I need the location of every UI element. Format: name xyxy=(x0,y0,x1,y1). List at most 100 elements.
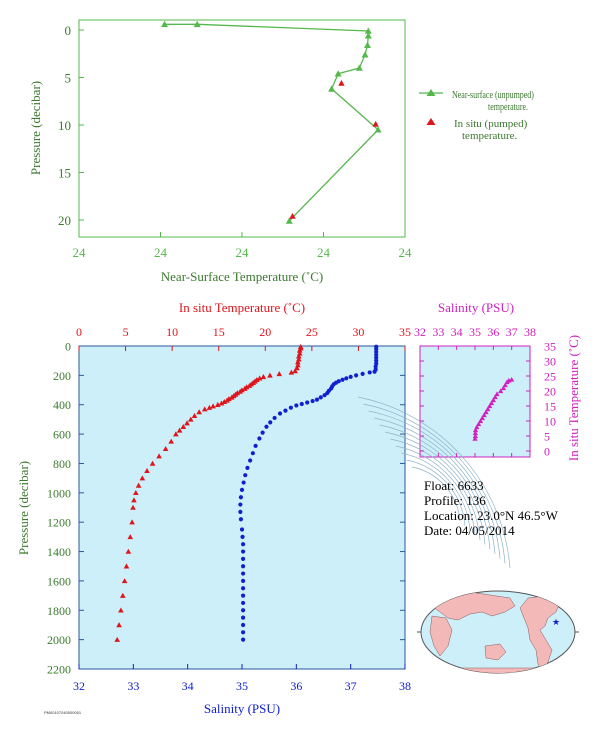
temperature-point xyxy=(130,504,136,510)
temperature-point xyxy=(129,519,135,525)
ts-point xyxy=(474,424,480,430)
ts-y-tick-label: 5 xyxy=(544,430,550,444)
ts-point xyxy=(479,415,485,421)
density-contour xyxy=(357,396,511,569)
density-contour xyxy=(390,438,481,540)
ts-y-tick-label: 35 xyxy=(544,340,556,354)
salinity-point xyxy=(250,451,255,456)
salinity-point xyxy=(240,542,246,547)
unpumped-point xyxy=(374,126,382,133)
unpumped-point xyxy=(364,27,372,34)
temperature-point xyxy=(173,431,179,437)
salinity-point xyxy=(268,420,273,425)
float-location-star: ★ xyxy=(552,618,560,628)
temperature-tick-label: 15 xyxy=(213,325,225,339)
unpumped-point xyxy=(193,20,201,28)
ts-point xyxy=(498,388,504,394)
legend-pumped-marker xyxy=(426,118,436,125)
pressure-tick-label: 800 xyxy=(53,457,71,471)
salinity-point xyxy=(264,424,269,429)
temperature-point xyxy=(187,416,194,422)
x-tick-label: 24 xyxy=(154,245,168,260)
ts-point xyxy=(502,382,508,388)
temperature-point xyxy=(218,400,225,406)
map-africa xyxy=(429,615,453,657)
x-tick-label: 24 xyxy=(317,245,331,260)
ts-point xyxy=(472,436,478,441)
ts-point xyxy=(477,418,484,424)
temperature-point xyxy=(139,475,146,481)
unpumped-point xyxy=(364,32,372,39)
temperature-point xyxy=(267,372,273,378)
float-number: Float: 6633 xyxy=(424,478,484,493)
temperature-point xyxy=(118,607,124,613)
ts-density-contours xyxy=(357,396,511,569)
temperature-tick-label: 20 xyxy=(259,325,271,339)
salinity-point xyxy=(272,415,277,421)
salinity-point xyxy=(310,398,315,404)
temperature-point xyxy=(276,371,283,377)
temperature-point xyxy=(180,423,187,429)
salinity-point xyxy=(240,586,246,591)
near-surface-x-label: Near-Surface Temperature (˚C) xyxy=(161,269,323,284)
salinity-tick-label: 35 xyxy=(236,679,248,693)
density-contour xyxy=(395,445,476,536)
salinity-point xyxy=(294,403,299,408)
legend-unpumped-line-2: temperature. xyxy=(488,101,528,113)
ts-point xyxy=(485,406,491,412)
ts-point xyxy=(472,433,478,439)
salinity-point xyxy=(240,578,246,584)
temperature-point xyxy=(295,359,301,365)
ts-marks xyxy=(472,377,515,441)
near-surface-axes: 0 5 10 15 20 24 24 24 24 24 xyxy=(58,23,412,260)
temperature-point xyxy=(133,490,139,496)
salinity-point xyxy=(240,630,246,635)
legend-pumped-line-2: temperature. xyxy=(462,130,518,142)
salinity-point xyxy=(239,487,245,492)
y-tick-label: 20 xyxy=(58,213,71,228)
salinity-point xyxy=(283,408,288,413)
salinity-tick-label: 33 xyxy=(127,679,139,693)
salinity-point xyxy=(240,571,246,576)
salinity-point xyxy=(374,355,379,360)
map-antarctica xyxy=(439,667,561,673)
legend-unpumped-line-1: Near-surface (unpumped) xyxy=(452,89,534,101)
temperature-tick-label: 0 xyxy=(76,325,82,339)
temperature-point xyxy=(296,347,303,353)
unpumped-point xyxy=(328,85,336,92)
ts-point xyxy=(472,427,479,433)
salinity-point xyxy=(240,534,245,539)
legend-pumped-line-1: In situ (pumped) xyxy=(454,118,528,130)
temperature-point xyxy=(116,622,122,628)
legend-pumped-label: In situ (pumped) temperature. xyxy=(454,118,530,142)
temperature-tick-label: 5 xyxy=(123,325,129,339)
salinity-point xyxy=(240,593,246,598)
salinity-point xyxy=(238,509,243,515)
salinity-tick-label: 36 xyxy=(290,679,302,693)
salinity-point xyxy=(367,370,372,375)
pressure-tick-label: 0 xyxy=(65,340,71,354)
salinity-point xyxy=(240,564,246,569)
temperature-point xyxy=(156,453,162,459)
ts-x-tick-label: 38 xyxy=(524,325,536,339)
temperature-tick-label: 10 xyxy=(166,325,178,339)
temperature-point xyxy=(135,482,142,488)
pumped-point xyxy=(372,120,379,127)
temperature-point xyxy=(210,403,216,409)
pressure-tick-label: 1200 xyxy=(47,516,71,530)
ts-y-tick-label: 0 xyxy=(544,445,550,459)
salinity-point xyxy=(314,397,320,402)
temperature-tick-label: 30 xyxy=(352,325,364,339)
ts-point xyxy=(492,394,498,400)
salinity-point xyxy=(277,411,283,416)
temperature-point xyxy=(296,353,302,359)
ts-y-tick-label: 10 xyxy=(544,415,556,429)
float-info: Float: 6633 Profile: 136 Location: 23.0°… xyxy=(424,478,558,538)
ts-x-tick-label: 37 xyxy=(506,325,518,339)
temperature-point xyxy=(221,398,228,405)
ts-y-tick-label: 30 xyxy=(544,355,556,369)
salinity-point xyxy=(344,376,349,381)
